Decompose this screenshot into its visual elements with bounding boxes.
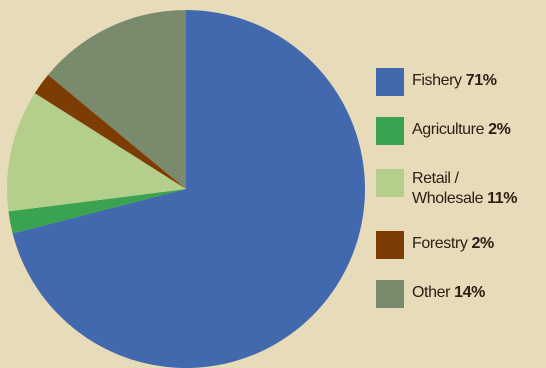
pie-slice-other — [48, 10, 186, 189]
legend-label-forestry: Forestry 2% — [412, 235, 494, 252]
legend-item-fishery: Fishery 71% — [376, 68, 546, 96]
pie-slice-forestry — [34, 74, 187, 189]
legend-swatch-other — [376, 280, 404, 308]
pie-slice-retail-wholesale — [7, 93, 186, 212]
pie-slices — [7, 10, 365, 368]
pie-slice-fishery — [12, 10, 365, 368]
legend-label-agriculture: Agriculture 2% — [412, 121, 511, 138]
legend-swatch-fishery — [376, 68, 404, 96]
legend-label-other: Other 14% — [412, 284, 485, 301]
legend-item-other: Other 14% — [376, 280, 546, 308]
legend-label-retail-wholesale: Retail / Wholesale 11% — [412, 170, 518, 207]
legend: Fishery 71% Agriculture 2% Retail / Whole… — [376, 68, 546, 329]
legend-item-forestry: Forestry 2% — [376, 231, 546, 259]
legend-label-fishery: Fishery 71% — [412, 72, 497, 89]
legend-item-retail-wholesale: Retail / Wholesale 11% — [376, 166, 546, 208]
legend-swatch-retail-wholesale — [376, 169, 404, 197]
pie-slice-agriculture — [8, 189, 186, 234]
legend-swatch-forestry — [376, 231, 404, 259]
legend-swatch-agriculture — [376, 117, 404, 145]
legend-item-agriculture: Agriculture 2% — [376, 117, 546, 145]
